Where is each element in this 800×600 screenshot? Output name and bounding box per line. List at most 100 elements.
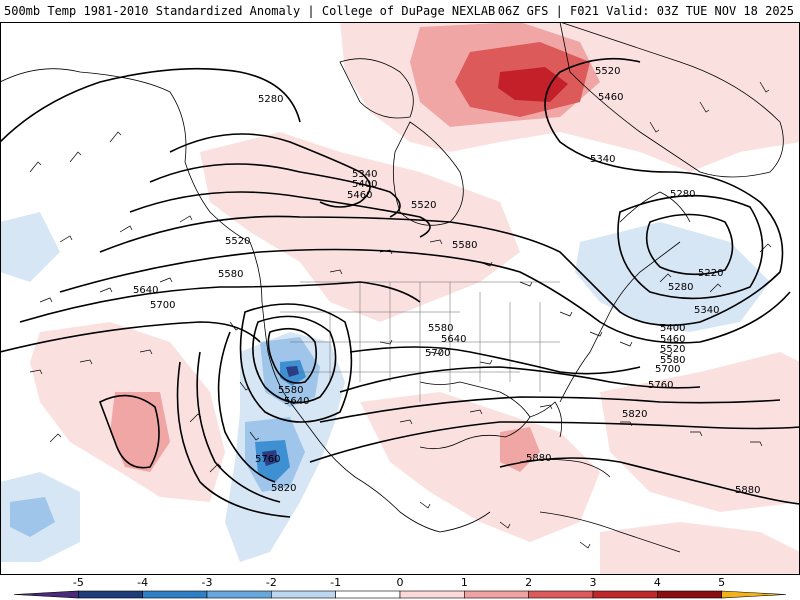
label-5280-nw: 5280	[258, 94, 283, 105]
colorbar-swatch	[399, 590, 465, 599]
colorbar-swatches	[13, 590, 787, 599]
colorbar-tick-labels: -5 -4 -3 -2 -1 0 1 2 3 4 5	[73, 576, 725, 589]
colorbar-swatch	[271, 590, 336, 599]
label-5340-c: 5340	[352, 169, 377, 180]
label-5460-e: 5460	[660, 334, 685, 345]
mexico-coast	[354, 476, 491, 533]
colorbar-swatch	[13, 590, 79, 599]
contour-pacific-ridge	[98, 394, 160, 469]
contour-5820-sw	[176, 361, 291, 518]
label-5460-c: 5460	[347, 190, 372, 201]
cold-anomaly-low-extreme	[286, 366, 299, 377]
contour-5700-mid	[339, 366, 701, 393]
colorbar-swatch	[528, 590, 594, 599]
cold-anomaly-east-canada	[575, 222, 770, 332]
colorbar-tick-label: 0	[397, 576, 404, 589]
colorbar: -5 -4 -3 -2 -1 0 1 2 3 4 5	[0, 575, 800, 600]
contour-5280-nw	[0, 67, 301, 143]
label-5820-sw: 5820	[271, 483, 296, 494]
warm-anomaly-shading	[30, 22, 800, 575]
height-contours	[0, 57, 800, 518]
map-title: 500mb Temp 1981-2010 Standardized Anomal…	[4, 4, 496, 18]
wind-barbs	[29, 81, 772, 549]
contour-5700	[0, 321, 261, 353]
contour-5760	[319, 396, 781, 423]
florida	[529, 401, 563, 438]
label-5520-ne: 5520	[595, 66, 620, 77]
colorbar-tick-label: -5	[73, 576, 84, 589]
label-5400-c: 5400	[352, 179, 377, 190]
contour-5520	[99, 57, 784, 327]
colorbar-swatch	[78, 590, 143, 599]
contour-5820	[309, 421, 800, 463]
label-5520-w: 5520	[225, 236, 250, 247]
cold-anomaly-shading	[0, 212, 770, 562]
colorbar-tick-label: 3	[590, 576, 597, 589]
label-5700-mid: 5700	[425, 348, 450, 359]
alaska-coast	[0, 68, 251, 243]
south-america	[539, 511, 681, 553]
label-5460-ne: 5460	[598, 92, 623, 103]
contour-5640	[19, 281, 421, 323]
label-5220-e: 5220	[698, 268, 723, 279]
contour-5580	[59, 248, 791, 344]
label-5280-e2: 5280	[668, 282, 693, 293]
label-5340-e: 5340	[694, 305, 719, 316]
cold-anomaly-baja-extreme	[262, 450, 278, 466]
weather-map[interactable]: 5280 5520 5460 5340 5340 5400 5460 5520 …	[0, 22, 800, 575]
contour-low-outer	[239, 303, 353, 423]
label-5580-c: 5580	[452, 240, 477, 251]
labrador	[619, 191, 691, 223]
contour-5760-sw	[196, 351, 281, 503]
contour-5580-sw-loop	[217, 331, 276, 483]
arctic-islands	[339, 58, 414, 119]
colorbar-swatch	[206, 590, 272, 599]
colorbar-swatch	[464, 590, 529, 599]
east-coast	[559, 241, 681, 403]
colorbar-tick-label: -1	[330, 576, 341, 589]
greenland	[559, 22, 784, 178]
label-5820-e: 5820	[622, 409, 647, 420]
contour-low-middle	[252, 315, 337, 404]
colorbar-tick-label: -4	[137, 576, 148, 589]
colorbar-tick-label: -2	[266, 576, 277, 589]
label-5580-e: 5580	[660, 355, 685, 366]
label-5580-low: 5580	[278, 385, 303, 396]
colorbar-svg: -5 -4 -3 -2 -1 0 1 2 3 4 5	[13, 576, 787, 599]
colorbar-swatch	[142, 590, 208, 599]
contour-5400	[149, 163, 401, 218]
colorbar-swatch	[657, 590, 722, 599]
label-5760-sw: 5760	[255, 454, 280, 465]
north-america-west-coast	[249, 241, 356, 478]
label-5400-e: 5400	[660, 323, 685, 334]
colorbar-tick-label: 2	[525, 576, 532, 589]
model-run-info: 06Z GFS | F021 Valid: 03Z TUE NOV 18 202…	[497, 4, 794, 18]
header-bar: 500mb Temp 1981-2010 Standardized Anomal…	[0, 0, 800, 23]
colorbar-tick-label: 5	[718, 576, 725, 589]
colorbar-swatch	[335, 590, 401, 599]
label-5580-w: 5580	[218, 269, 243, 280]
contour-labels: 5280 5520 5460 5340 5340 5400 5460 5520 …	[133, 66, 760, 496]
label-5880-atl: 5880	[735, 485, 760, 496]
label-5880-carib: 5880	[526, 453, 551, 464]
contour-low-inner	[267, 327, 318, 384]
label-5700-e: 5700	[655, 364, 680, 375]
warm-anomaly-se-pacific	[600, 522, 800, 575]
colorbar-tick-label: -3	[202, 576, 213, 589]
contour-east-low-outer	[617, 194, 764, 300]
cold-anomaly-pacific-sw-mid	[10, 497, 55, 537]
colorbar-tick-label: 4	[654, 576, 661, 589]
contour-5880-carib	[499, 457, 800, 505]
label-5520-c: 5520	[411, 200, 436, 211]
label-5640-w: 5640	[133, 285, 158, 296]
label-5280-e: 5280	[670, 189, 695, 200]
label-5580-mid: 5580	[428, 323, 453, 334]
contour-5640-mid	[349, 346, 641, 375]
label-5640-mid: 5640	[441, 334, 466, 345]
warm-anomaly-extreme	[498, 67, 568, 102]
colorbar-swatch	[592, 590, 658, 599]
label-5640-low: 5640	[284, 396, 309, 407]
warm-anomaly-pacific-core	[110, 392, 170, 472]
contour-east-low-inner	[645, 213, 734, 276]
